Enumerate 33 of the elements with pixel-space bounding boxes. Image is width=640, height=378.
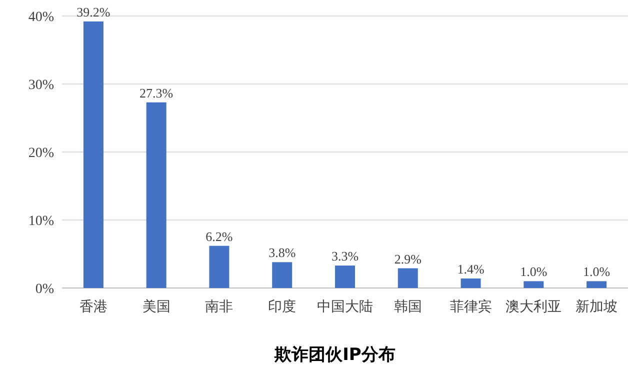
data-label: 3.3% [331,248,359,264]
y-tick-label: 10% [28,214,54,229]
data-label: 1.0% [520,264,548,280]
data-label: 1.4% [457,261,484,276]
bar [83,21,104,288]
bar [586,281,607,288]
text: 欺诈团伙IP分布 [274,345,396,365]
data-label: 1.0% [583,264,610,280]
data-label: 3.8% [268,245,296,260]
bar [398,268,418,288]
bar [524,281,544,288]
x-tick-label: 印度 [268,299,296,315]
y-tick-label: 20% [28,146,54,161]
y-tick-label: 30% [28,78,54,93]
data-label: 39.2% [76,4,110,20]
data-label: 27.3% [140,85,174,100]
bar [460,278,481,288]
bar [272,262,292,288]
data-label: 6.2% [206,228,233,244]
x-tick-label: 菲律宾 [450,299,492,315]
x-tick-label: 美国 [142,299,170,315]
bar [146,102,166,288]
x-tick-label: 韩国 [394,299,422,315]
x-tick-label: 澳大利亚 [506,299,562,315]
bar [335,266,355,288]
bar [209,246,230,288]
x-tick-label: 香港 [79,299,108,315]
x-tick-label: 新加坡 [576,299,618,315]
y-tick-label: 40% [28,10,54,25]
data-label: 2.9% [394,251,422,266]
x-tick-label: 南非 [205,299,234,315]
x-tick-label: 中国大陆 [317,299,373,315]
y-tick-label: 0% [35,282,54,297]
